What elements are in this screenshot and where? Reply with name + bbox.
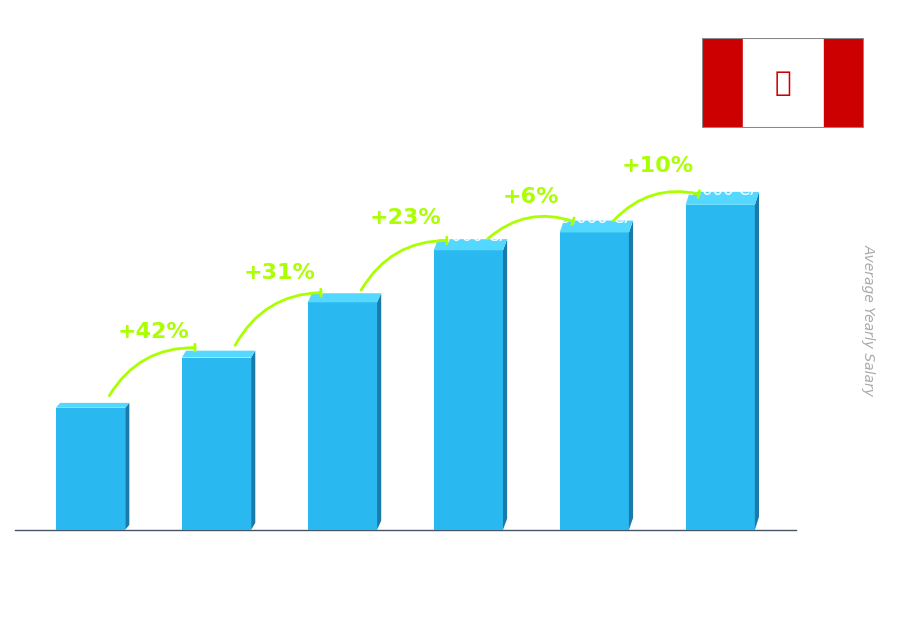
Bar bbox=[742, 38, 824, 128]
Text: +6%: +6% bbox=[503, 187, 560, 206]
Text: +31%: +31% bbox=[244, 263, 315, 283]
Text: Assembly Developer: Assembly Developer bbox=[22, 135, 280, 160]
Bar bbox=[686, 205, 755, 529]
Text: +42%: +42% bbox=[118, 322, 189, 342]
Text: 75,100 CAD: 75,100 CAD bbox=[41, 384, 140, 402]
Text: 183,000 CAD: 183,000 CAD bbox=[539, 209, 649, 227]
Bar bbox=[434, 251, 503, 529]
Text: Average Yearly Salary: Average Yearly Salary bbox=[861, 244, 876, 397]
Polygon shape bbox=[686, 192, 759, 205]
Polygon shape bbox=[125, 403, 130, 529]
Text: +10%: +10% bbox=[621, 156, 693, 176]
Polygon shape bbox=[560, 221, 633, 233]
Polygon shape bbox=[56, 403, 130, 408]
Text: 200,000 CAD: 200,000 CAD bbox=[665, 181, 775, 199]
Text: 🍁: 🍁 bbox=[775, 69, 791, 97]
Polygon shape bbox=[251, 351, 256, 529]
Bar bbox=[182, 358, 251, 529]
Text: 172,000 CAD: 172,000 CAD bbox=[413, 227, 523, 245]
Text: 106,000 CAD: 106,000 CAD bbox=[162, 334, 271, 352]
Text: +23%: +23% bbox=[370, 208, 441, 228]
Text: 140,000 CAD: 140,000 CAD bbox=[288, 279, 397, 297]
Polygon shape bbox=[629, 221, 633, 529]
Bar bbox=[824, 38, 864, 128]
Bar bbox=[56, 408, 125, 529]
Polygon shape bbox=[308, 293, 382, 303]
Polygon shape bbox=[182, 351, 256, 358]
Polygon shape bbox=[434, 239, 507, 251]
Polygon shape bbox=[503, 239, 507, 529]
Text: Salary Comparison By Experience: Salary Comparison By Experience bbox=[22, 108, 758, 146]
Bar bbox=[308, 303, 377, 529]
Polygon shape bbox=[755, 192, 759, 529]
Bar bbox=[560, 233, 629, 529]
Text: salary: salary bbox=[374, 560, 436, 578]
Polygon shape bbox=[377, 293, 382, 529]
Bar bbox=[702, 38, 742, 128]
Text: salaryexplorer.com: salaryexplorer.com bbox=[320, 560, 491, 578]
